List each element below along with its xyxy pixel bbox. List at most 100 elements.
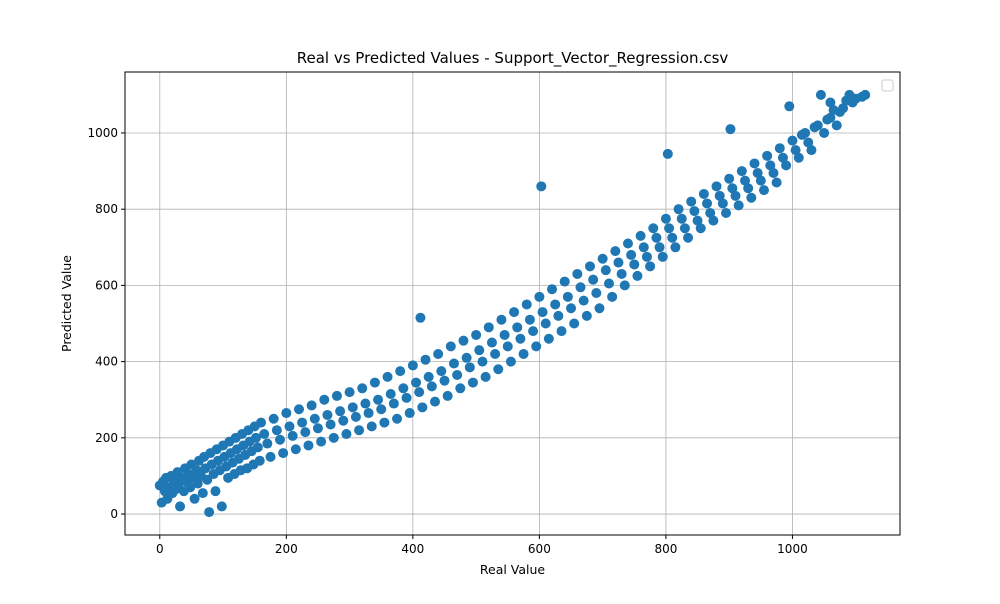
data-point [268,413,279,424]
data-point [619,280,630,291]
data-point [534,291,545,302]
data-point [771,177,782,188]
data-point [683,232,694,243]
data-point [749,158,760,169]
data-point [746,192,757,203]
data-point [562,291,573,302]
data-point [777,152,788,163]
data-point [635,230,646,241]
data-point [654,242,665,253]
data-point [216,501,227,512]
data-point [455,383,466,394]
data-point [679,223,690,234]
data-point [645,261,656,272]
data-point [673,204,684,215]
data-point [319,394,330,405]
data-point [667,232,678,243]
data-point [328,432,339,443]
data-point [344,387,355,398]
data-point [787,135,798,146]
data-point [721,207,732,218]
data-point [493,364,504,375]
x-tick-label: 0 [156,542,164,556]
data-point [733,200,744,211]
data-point [509,307,520,318]
data-point [540,318,551,329]
data-point [204,507,215,518]
data-point [452,369,463,380]
data-point [331,390,342,401]
data-point [743,183,754,194]
data-point [790,145,801,156]
data-point [281,408,292,419]
data-point [265,451,276,462]
data-point [464,362,475,373]
data-point [502,341,513,352]
data-point [648,223,659,234]
data-point [819,127,830,138]
data-point [641,251,652,262]
data-point [189,493,200,504]
data-point [379,417,390,428]
data-point [755,175,766,186]
data-point [445,341,456,352]
data-point [588,274,599,285]
x-tick-label: 200 [275,542,298,556]
data-point [439,375,450,386]
data-point [705,207,716,218]
data-point [610,246,621,257]
data-point [695,223,706,234]
data-point [483,322,494,333]
data-point [363,408,374,419]
data-point [825,97,836,108]
data-point [480,371,491,382]
data-point [774,143,785,154]
data-point [486,337,497,348]
chart-title: Real vs Predicted Values - Support_Vecto… [297,49,729,68]
data-point [670,242,681,253]
data-point [395,366,406,377]
data-point [762,150,773,161]
data-point [278,448,289,459]
data-point [471,329,482,340]
data-point [341,429,352,440]
data-point [347,402,358,413]
data-point [725,124,736,135]
data-point [689,206,700,217]
data-point [185,482,196,493]
data-point [369,377,380,388]
data-point [768,167,779,178]
data-point [765,160,776,171]
data-point [436,366,447,377]
y-tick-label: 800 [95,202,118,216]
data-point [392,413,403,424]
data-point [664,223,675,234]
data-point [717,198,728,209]
data-point [686,196,697,207]
data-point [781,160,792,171]
data-point [572,268,583,279]
data-point [825,112,836,123]
data-point [585,261,595,272]
data-point [556,326,567,337]
data-point [815,89,826,100]
data-point [543,333,554,344]
data-point [417,402,428,413]
data-point [708,215,719,226]
axis-ticks: 0 200 400 600 800 1000 0 200 400 600 800 1000 [87,126,807,556]
data-point [559,276,570,287]
data-point [505,356,516,367]
data-point [275,434,285,445]
data-point [537,307,548,318]
data-point [423,371,434,382]
data-point [736,166,747,177]
data-point [531,341,542,352]
data-point [271,425,282,436]
y-tick-label: 600 [95,278,118,292]
data-point [860,89,871,100]
y-axis-label: Predicted Value [59,255,74,352]
data-point [724,173,735,184]
data-point [657,251,668,262]
